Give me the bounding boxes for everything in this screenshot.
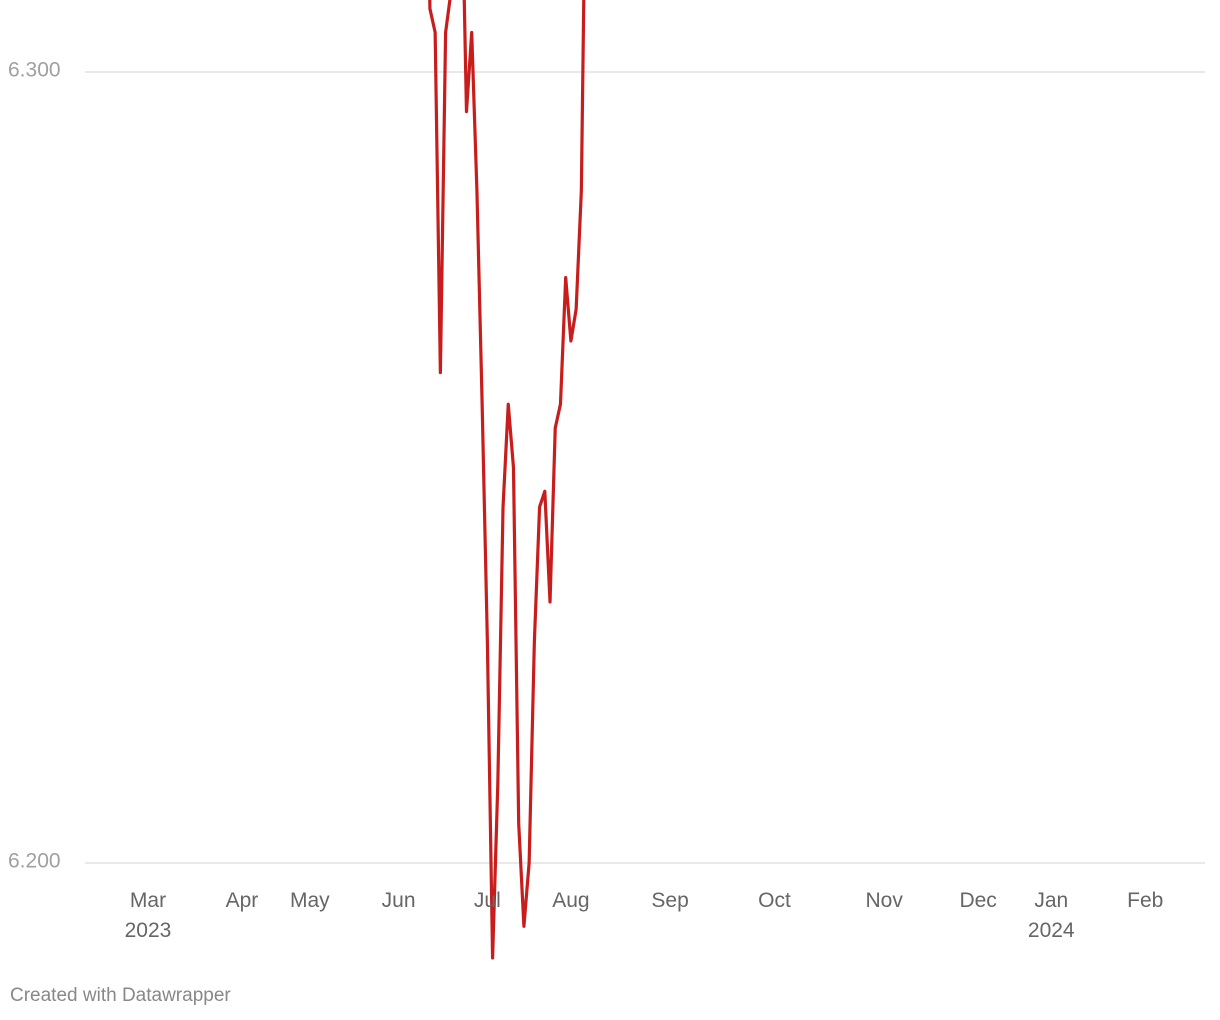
x-tick-label: Sep	[651, 889, 689, 912]
x-tick-label: Feb	[1127, 889, 1164, 912]
x-tick-label: Mar 2023	[124, 889, 172, 942]
y-tick-label: 6.300	[8, 59, 61, 82]
x-tick-label: Jan 2024	[1027, 889, 1075, 942]
x-tick-label: May	[290, 889, 330, 912]
y-tick-label: 6.200	[8, 850, 61, 873]
x-tick-label: Apr	[225, 889, 259, 912]
x-tick-label: Nov	[865, 889, 903, 912]
x-tick-label: Oct	[758, 889, 791, 912]
x-tick-label: Aug	[552, 889, 590, 912]
x-tick-label: Jul	[473, 889, 501, 912]
x-tick-label: Dec	[959, 889, 997, 912]
line	[428, 0, 586, 960]
credit: Created with Datawrapper	[10, 985, 231, 1006]
x-tick-label: Jun	[381, 889, 416, 912]
